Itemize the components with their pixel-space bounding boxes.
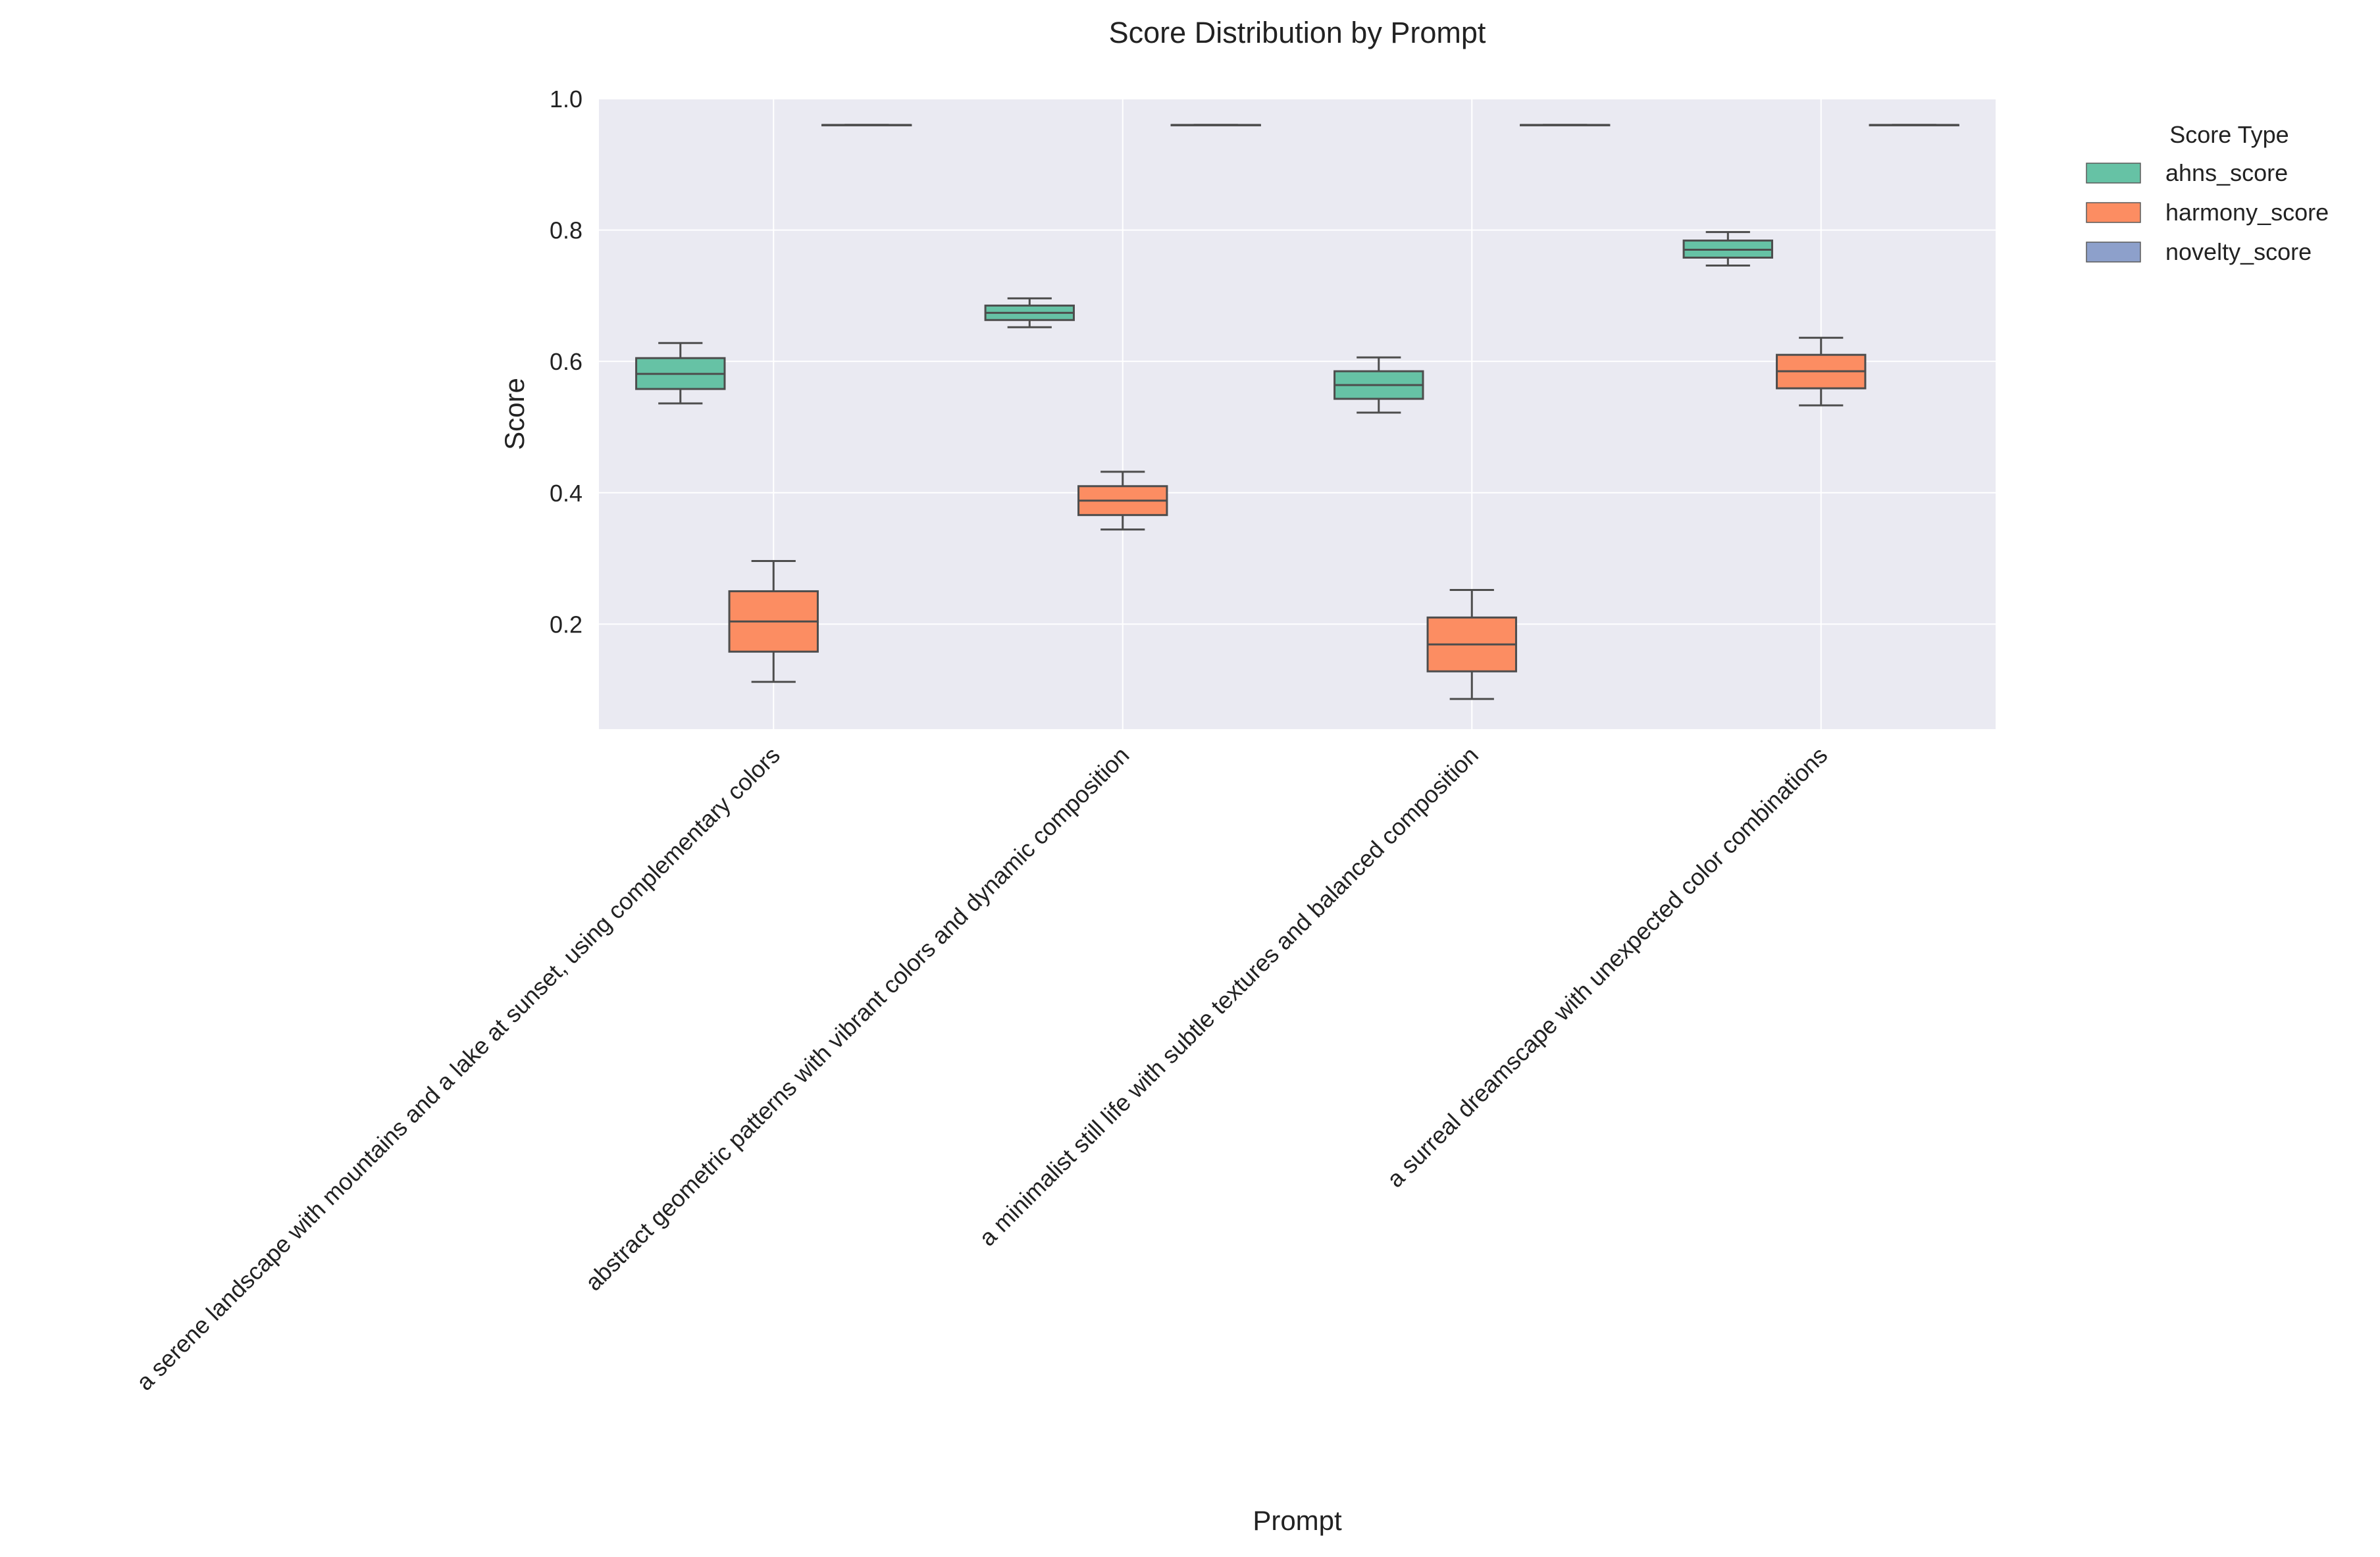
- y-tick-label: 0.8: [550, 217, 582, 244]
- y-tick-label: 1.0: [550, 86, 582, 113]
- box-ahns_score-3: [1682, 231, 1773, 267]
- legend-swatch-novelty_score: [2086, 242, 2141, 263]
- y-tick-label: 0.2: [550, 611, 582, 638]
- chart-title: Score Distribution by Prompt: [1109, 16, 1486, 49]
- box-novelty_score-0: [821, 124, 912, 126]
- box-novelty_score-1: [1170, 124, 1261, 126]
- box-novelty_score-2: [1520, 124, 1611, 126]
- y-tick-label: 0.6: [550, 348, 582, 375]
- box-harmony_score-0: [728, 560, 819, 683]
- box-harmony_score-2: [1426, 588, 1517, 700]
- x-axis-label: Prompt: [1253, 1505, 1342, 1536]
- box-harmony_score-3: [1776, 336, 1867, 407]
- legend: Score Type ahns_score harmony_scorenovelt…: [2086, 121, 2329, 265]
- box-ahns_score-1: [984, 297, 1075, 328]
- box-novelty_score-3: [1869, 124, 1959, 126]
- legend-label-harmony_score: harmony_score: [2165, 199, 2329, 226]
- y-axis-label: Score: [499, 378, 530, 450]
- box-layer: [635, 124, 1959, 700]
- legend-swatch-harmony_score: [2086, 202, 2141, 223]
- legend-title: Score Type: [2169, 121, 2289, 148]
- box-ahns_score-0: [635, 342, 726, 405]
- box-harmony_score-1: [1077, 471, 1168, 531]
- legend-items: ahns_score harmony_score novelty_score: [2086, 159, 2329, 265]
- legend-label-ahns_score: ahns_score: [2165, 159, 2288, 186]
- y-tick-label: 0.4: [550, 480, 582, 507]
- legend-swatch-ahns_score: [2086, 163, 2141, 184]
- legend-label-novelty_score: novelty_score: [2165, 238, 2312, 265]
- box-ahns_score-2: [1333, 356, 1424, 414]
